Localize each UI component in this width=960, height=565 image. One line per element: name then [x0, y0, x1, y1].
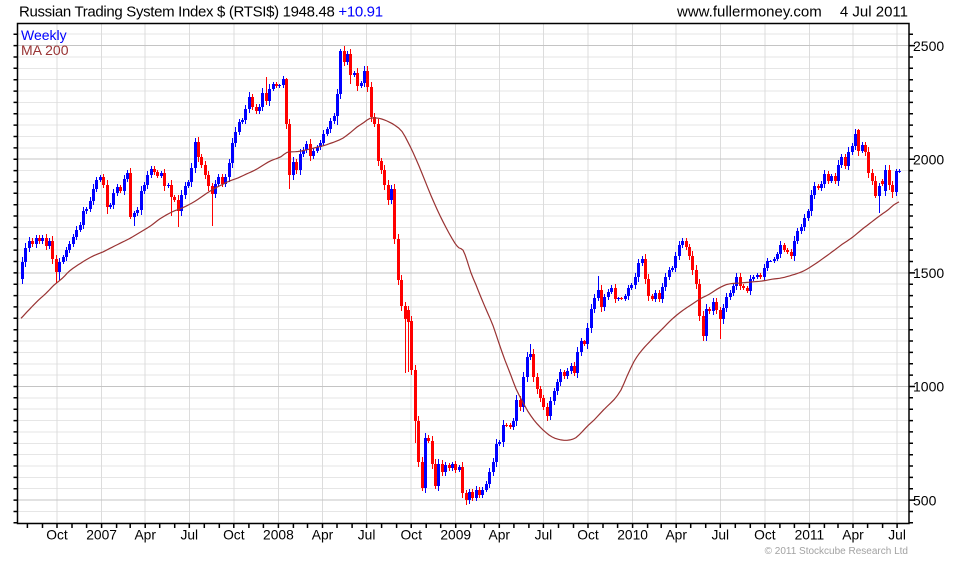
svg-text:www.fullermoney.com: www.fullermoney.com — [676, 4, 822, 21]
svg-text:Oct: Oct — [577, 528, 599, 543]
svg-text:2500: 2500 — [913, 38, 944, 54]
svg-text:2000: 2000 — [913, 151, 944, 167]
svg-text:Apr: Apr — [312, 528, 334, 543]
svg-text:MA 200: MA 200 — [21, 42, 69, 58]
svg-text:© 2011 Stockcube Research Ltd: © 2011 Stockcube Research Ltd — [765, 546, 908, 557]
svg-text:Jul: Jul — [358, 528, 376, 543]
svg-text:Oct: Oct — [754, 528, 776, 543]
svg-text:Jul: Jul — [711, 528, 729, 543]
svg-text:Apr: Apr — [842, 528, 864, 543]
svg-text:2007: 2007 — [86, 528, 117, 543]
svg-text:Oct: Oct — [46, 528, 68, 543]
svg-text:1500: 1500 — [913, 265, 944, 281]
svg-text:2008: 2008 — [263, 528, 294, 543]
svg-text:Oct: Oct — [223, 528, 245, 543]
svg-text:500: 500 — [913, 492, 937, 508]
svg-text:Jul: Jul — [535, 528, 553, 543]
svg-text:Jul: Jul — [180, 528, 198, 543]
svg-text:2011: 2011 — [795, 528, 825, 543]
svg-text:Apr: Apr — [134, 528, 156, 543]
svg-text:Russian Trading System Index $: Russian Trading System Index $ (RTSI$) 1… — [19, 4, 383, 21]
svg-text:4 Jul 2011: 4 Jul 2011 — [840, 4, 908, 21]
svg-text:Weekly: Weekly — [21, 27, 67, 43]
svg-text:1000: 1000 — [913, 379, 944, 395]
svg-text:2010: 2010 — [617, 528, 648, 543]
svg-text:Jul: Jul — [888, 528, 906, 543]
svg-text:Apr: Apr — [665, 528, 687, 543]
svg-text:Oct: Oct — [400, 528, 422, 543]
svg-text:Apr: Apr — [489, 528, 511, 543]
svg-text:2009: 2009 — [440, 528, 471, 543]
